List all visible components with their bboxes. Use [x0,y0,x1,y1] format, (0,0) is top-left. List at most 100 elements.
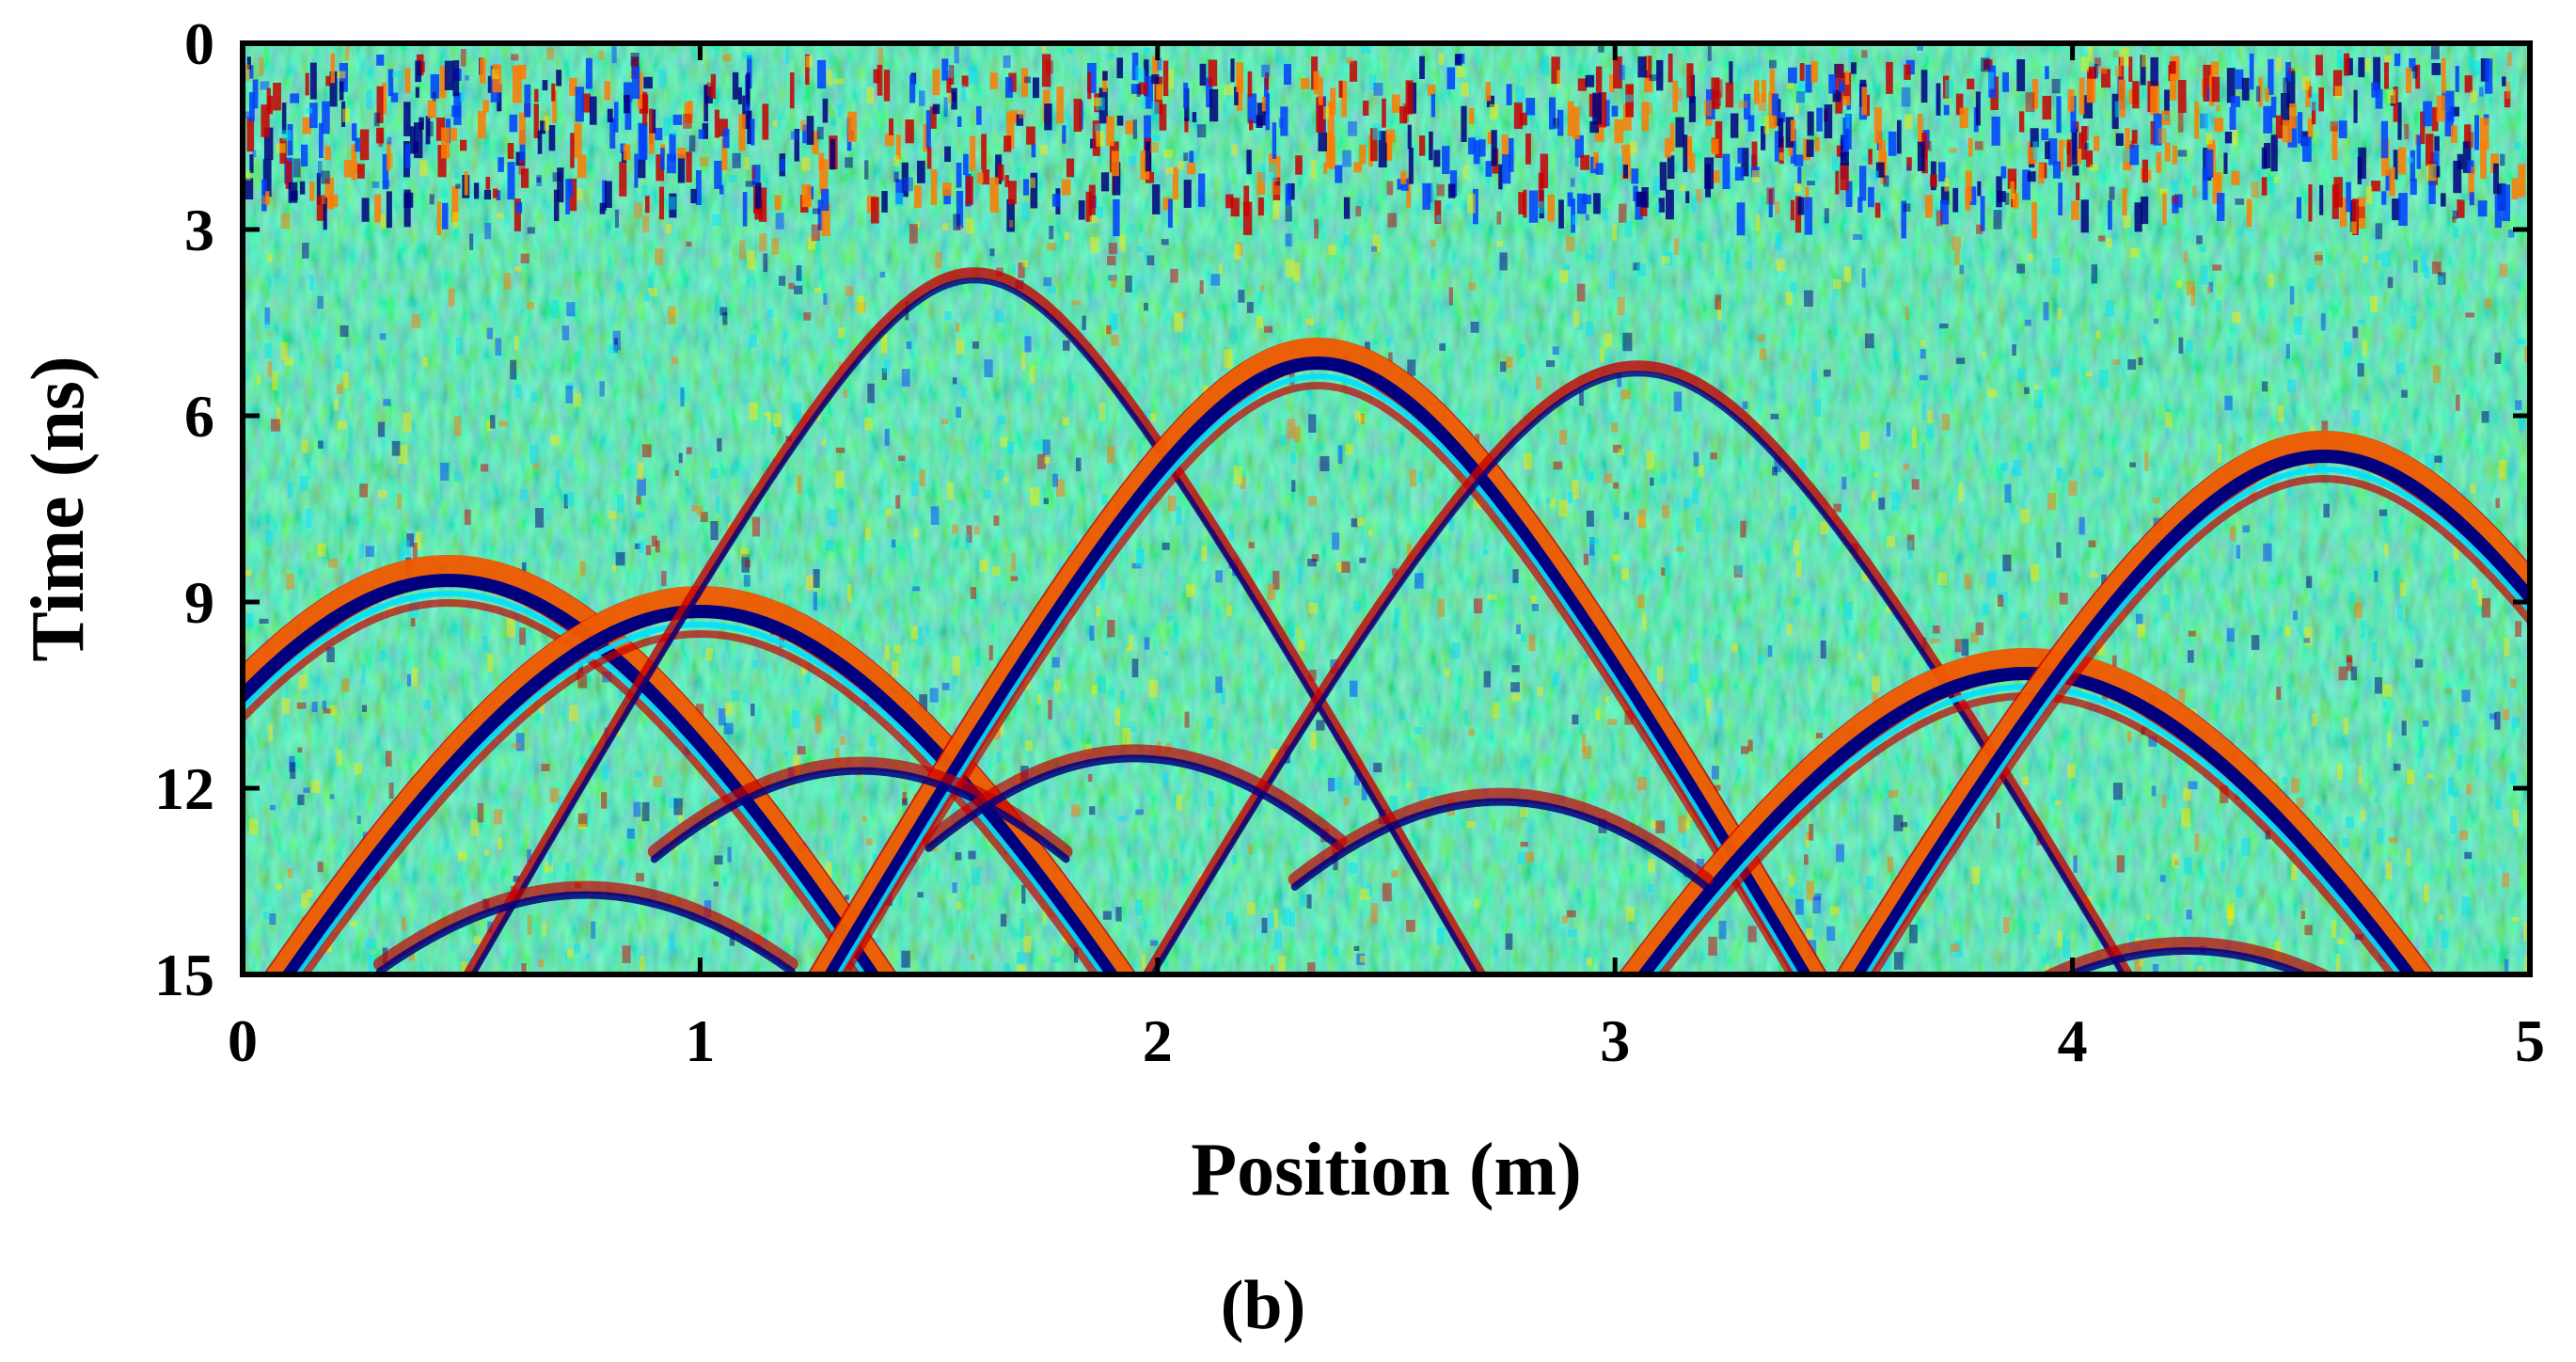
noise-speckle [822,98,829,123]
noise-speckle [1323,106,1329,119]
noise-speckle [302,117,312,135]
hyperbola-8 [922,744,1348,847]
noise-speckle [1406,919,1415,932]
noise-speckle [1291,480,1296,492]
noise-speckle [276,143,286,153]
noise-speckle [1047,242,1056,251]
noise-speckle [1795,561,1802,578]
noise-speckle [1998,594,2004,607]
noise-speckle [1285,259,1294,278]
noise-speckle [1517,851,1526,864]
noise-speckle [686,447,692,454]
noise-speckle [1857,197,1863,213]
noise-speckle [796,411,801,430]
noise-speckle [2048,138,2058,166]
noise-speckle [1313,71,1320,95]
noise-speckle [1593,193,1601,214]
noise-speckle [827,70,832,86]
hyperbola-9 [1288,787,1714,886]
noise-speckle [368,954,376,974]
noise-speckle [2467,160,2474,174]
noise-speckle [917,160,925,183]
noise-speckle [1130,84,1140,94]
noise-speckle [910,626,919,640]
noise-speckle [403,412,412,432]
noise-speckle [310,780,321,793]
noise-speckle [601,792,608,809]
noise-speckle [249,818,259,835]
noise-speckle [374,194,382,223]
noise-speckle [930,506,940,525]
noise-speckle [551,83,556,102]
noise-speckle [744,157,750,170]
noise-speckle [2464,124,2472,149]
noise-speckle [2165,412,2173,428]
noise-speckle [1619,65,1625,80]
noise-speckle [2292,610,2298,621]
noise-speckle [2120,48,2129,66]
noise-speckle [1676,87,1683,102]
noise-speckle [1833,503,1841,513]
x-axis-title: Position (m) [1191,1129,1582,1212]
noise-speckle [555,469,560,488]
noise-speckle [567,180,574,197]
noise-speckle [533,103,539,138]
noise-speckle [1839,81,1845,92]
noise-speckle [873,69,879,84]
noise-speckle [1975,622,1984,636]
noise-speckle [1400,179,1409,191]
noise-speckle [1435,214,1441,223]
noise-speckle [2457,754,2463,770]
hyperbola-0 [243,573,880,974]
noise-speckle [1717,300,1722,320]
noise-speckle [2461,896,2472,916]
noise-speckle [2504,91,2511,108]
noise-speckle [2027,171,2036,182]
noise-speckle [514,266,522,272]
noise-speckle [1287,419,1296,439]
noise-speckle [1795,898,1804,915]
noise-speckle [1624,220,1633,238]
noise-speckle [1082,315,1086,330]
noise-speckle [574,392,582,407]
noise-speckle [1221,686,1225,705]
noise-speckle [2450,816,2457,834]
noise-speckle [1144,302,1148,311]
noise-speckle [550,435,560,446]
noise-speckle [1314,218,1319,239]
noise-speckle [2409,57,2416,71]
noise-speckle [1878,498,1886,510]
noise-speckle [2281,93,2290,126]
noise-speckle [2043,302,2049,321]
noise-speckle [2125,127,2130,165]
noise-speckle [843,389,847,399]
noise-speckle [1209,791,1214,807]
noise-speckle [622,945,631,963]
noise-speckle [672,130,677,136]
noise-speckle [749,334,757,348]
noise-speckle [1810,61,1818,83]
noise-speckle [1943,104,1950,116]
noise-speckle [319,122,324,159]
noise-speckle [641,444,652,458]
noise-speckle [2438,276,2444,285]
noise-speckle [668,306,676,325]
noise-speckle [1271,180,1281,195]
noise-speckle [1656,666,1664,682]
noise-speckle [2208,281,2214,293]
noise-speckle [337,420,347,430]
noise-speckle [1633,185,1638,201]
noise-speckle [380,214,387,229]
noise-speckle [2489,713,2497,720]
noise-speckle [2388,836,2397,844]
noise-speckle [1112,162,1121,196]
noise-speckle [1434,200,1442,224]
noise-speckle [1665,556,1671,576]
noise-speckle [427,121,434,136]
noise-speckle [2262,381,2268,392]
noise-speckle [775,213,784,230]
noise-speckle [1224,349,1233,369]
noise-speckle [785,46,790,64]
noise-speckle [1806,139,1814,157]
noise-speckle [1468,137,1476,155]
